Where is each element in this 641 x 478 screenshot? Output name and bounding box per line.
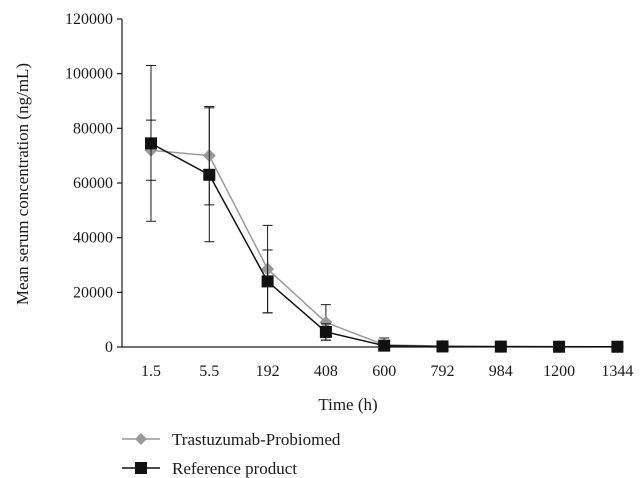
legend-label-trastuzumab: Trastuzumab-Probiomed xyxy=(172,430,341,449)
data-point-square xyxy=(436,340,449,353)
x-axis-title: Time (h) xyxy=(318,395,377,414)
x-tick-label: 792 xyxy=(431,363,455,380)
x-tick-label: 600 xyxy=(372,363,396,380)
y-tick-label: 120000 xyxy=(65,11,113,28)
x-tick-label: 1.5 xyxy=(141,363,161,380)
series-trastuzumab xyxy=(144,105,624,354)
y-tick-label: 0 xyxy=(105,339,113,356)
data-point-square xyxy=(611,340,624,353)
axes xyxy=(121,19,618,348)
y-tick-label: 20000 xyxy=(73,284,113,301)
legend-item-trastuzumab: Trastuzumab-Probiomed xyxy=(122,430,341,449)
x-tick-label: 192 xyxy=(256,363,280,380)
y-tick-label: 40000 xyxy=(73,230,113,247)
x-ticks: 1.5 5.5 192 408 600 792 984 1200 1344 xyxy=(141,363,633,380)
legend: Trastuzumab-Probiomed Reference product xyxy=(122,430,341,478)
legend-item-reference: Reference product xyxy=(122,459,297,478)
data-point-square xyxy=(494,340,507,353)
data-point-diamond xyxy=(319,315,333,329)
series-layer xyxy=(144,64,624,354)
data-point-square xyxy=(145,137,157,150)
data-point-square xyxy=(378,339,391,352)
legend-marker-trastuzumab xyxy=(135,433,147,445)
x-tick-label: 408 xyxy=(314,363,338,380)
y-ticks: 0 20000 40000 60000 80000 100000 120000 xyxy=(65,11,122,356)
x-tick-label: 1200 xyxy=(543,363,575,380)
data-point-square xyxy=(203,168,216,181)
x-tick-label: 984 xyxy=(489,363,513,380)
x-tick-label: 1344 xyxy=(601,363,633,380)
data-point-square xyxy=(319,325,332,338)
y-tick-label: 60000 xyxy=(73,175,113,192)
series-line xyxy=(150,142,618,348)
y-tick-label: 100000 xyxy=(65,66,113,83)
series-reference xyxy=(145,64,624,353)
data-point-square xyxy=(553,340,566,353)
y-tick-label: 80000 xyxy=(73,120,113,137)
series-line xyxy=(150,149,618,348)
data-point-square xyxy=(261,275,274,288)
y-axis-title: Mean serum concentration (ng/mL) xyxy=(13,63,32,305)
legend-label-reference: Reference product xyxy=(172,459,297,478)
legend-marker-reference xyxy=(135,462,147,474)
x-tick-label: 5.5 xyxy=(199,363,219,380)
